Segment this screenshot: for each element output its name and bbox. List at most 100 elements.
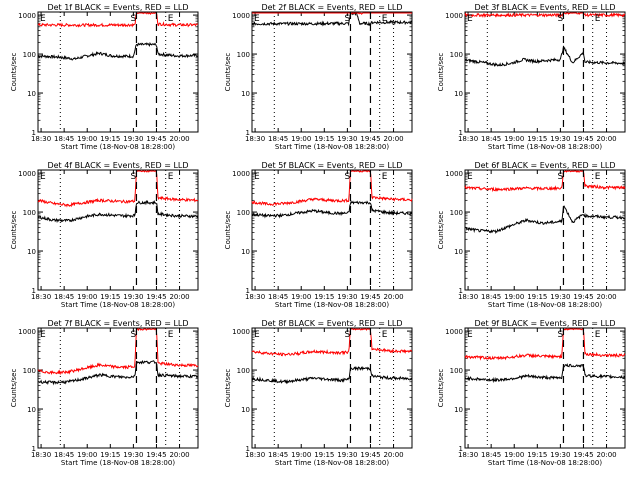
y-axis-label: Counts/sec <box>437 211 445 250</box>
x-tick-label: 20:00 <box>169 135 189 143</box>
x-tick-label: 19:15 <box>100 451 120 459</box>
x-tick-label: 19:15 <box>527 293 547 301</box>
x-tick-label: 19:00 <box>291 135 311 143</box>
x-tick-label: 19:30 <box>337 451 357 459</box>
x-tick-label: 19:15 <box>100 293 120 301</box>
x-tick-label: 19:45 <box>360 135 380 143</box>
x-tick-label: 20:00 <box>596 451 616 459</box>
series-lld-line <box>37 328 199 376</box>
x-tick-label: 18:45 <box>268 135 288 143</box>
y-tick-label: 1000 <box>445 170 463 178</box>
marker-e-label-left: E <box>40 14 46 24</box>
y-tick-label: 10 <box>454 90 463 98</box>
x-tick-label: 19:45 <box>360 293 380 301</box>
panel-det-5f: Det 5f BLACK = Events, RED = LLD 1 10 100 10… <box>224 161 413 309</box>
y-tick-label: 1000 <box>445 328 463 336</box>
y-tick-label: 10 <box>27 90 36 98</box>
x-tick-label: 18:30 <box>245 135 265 143</box>
x-axis-label: Start Time (18-Nov-08 18:28:00) <box>275 459 389 467</box>
y-tick-label: 1000 <box>232 328 250 336</box>
series-lld-line <box>251 170 413 207</box>
panel-title: Det 9f BLACK = Events, RED = LLD <box>474 319 615 328</box>
y-tick-label: 1000 <box>18 12 36 20</box>
x-tick-label: 18:45 <box>481 293 501 301</box>
plot-frame <box>251 327 413 449</box>
marker-e-label: E <box>595 172 601 182</box>
y-tick-label: 1 <box>246 445 250 453</box>
series-lld-line <box>37 12 199 28</box>
x-tick-label: 19:00 <box>504 135 524 143</box>
series-events-line <box>251 200 413 219</box>
marker-e-label: E <box>595 14 601 24</box>
x-tick-label: 19:30 <box>123 135 143 143</box>
x-tick-label: 18:45 <box>54 451 74 459</box>
y-axis-label: Counts/sec <box>224 53 232 92</box>
marker-e-label-left: E <box>254 330 260 340</box>
y-tick-label: 10 <box>241 90 250 98</box>
x-axis-label: Start Time (18-Nov-08 18:28:00) <box>488 459 602 467</box>
panel-title: Det 2f BLACK = Events, RED = LLD <box>261 3 402 12</box>
x-tick-label: 18:45 <box>54 135 74 143</box>
x-tick-label: 19:00 <box>504 293 524 301</box>
y-tick-label: 1 <box>459 129 463 137</box>
series-events-line <box>37 199 199 224</box>
x-tick-label: 18:30 <box>31 293 51 301</box>
x-tick-label: 19:30 <box>123 451 143 459</box>
panel-det-1f: Det 1f BLACK = Events, RED = LLD 1 10 100 10… <box>10 3 199 151</box>
panel-det-4f: Det 4f BLACK = Events, RED = LLD 1 10 100 10… <box>10 161 199 309</box>
x-tick-label: 19:45 <box>360 451 380 459</box>
series-events-line <box>251 11 413 27</box>
y-axis-label: Counts/sec <box>437 369 445 408</box>
x-tick-label: 19:45 <box>573 135 593 143</box>
x-tick-label: 19:45 <box>146 293 166 301</box>
series-events-line <box>251 365 413 385</box>
y-tick-label: 1000 <box>18 170 36 178</box>
panel-title: Det 6f BLACK = Events, RED = LLD <box>474 161 615 170</box>
marker-e-label-left: E <box>467 172 473 182</box>
y-axis-label: Counts/sec <box>224 369 232 408</box>
series-events-line <box>464 205 626 235</box>
y-tick-label: 1 <box>246 287 250 295</box>
x-tick-label: 20:00 <box>383 451 403 459</box>
marker-e-label-left: E <box>254 14 260 24</box>
plot-frame <box>464 327 626 449</box>
y-tick-label: 10 <box>27 248 36 256</box>
panel-det-6f: Det 6f BLACK = Events, RED = LLD 1 10 100 10… <box>437 161 626 309</box>
y-tick-label: 100 <box>450 209 463 217</box>
y-tick-label: 10 <box>454 248 463 256</box>
marker-s-label: S <box>557 172 563 182</box>
x-axis-label: Start Time (18-Nov-08 18:28:00) <box>275 143 389 151</box>
x-tick-label: 19:15 <box>314 135 334 143</box>
marker-e-label-left: E <box>254 172 260 182</box>
y-tick-label: 10 <box>454 406 463 414</box>
marker-e-label-left: E <box>467 14 473 24</box>
x-tick-label: 19:15 <box>100 135 120 143</box>
x-tick-label: 18:30 <box>458 135 478 143</box>
x-tick-label: 19:00 <box>77 451 97 459</box>
x-tick-label: 19:15 <box>314 293 334 301</box>
y-tick-label: 100 <box>23 51 36 59</box>
y-tick-label: 100 <box>450 51 463 59</box>
x-tick-label: 19:30 <box>550 135 570 143</box>
y-axis-label: Counts/sec <box>437 53 445 92</box>
x-tick-label: 18:30 <box>245 451 265 459</box>
plot-frame <box>37 11 199 133</box>
y-tick-label: 100 <box>237 209 250 217</box>
y-tick-label: 1000 <box>18 328 36 336</box>
x-tick-label: 19:00 <box>77 293 97 301</box>
x-axis-label: Start Time (18-Nov-08 18:28:00) <box>488 301 602 309</box>
series-events-line <box>37 41 199 61</box>
plot-frame <box>251 169 413 291</box>
x-tick-label: 19:30 <box>550 451 570 459</box>
y-axis-label: Counts/sec <box>10 53 18 92</box>
x-tick-label: 19:15 <box>527 451 547 459</box>
x-axis-label: Start Time (18-Nov-08 18:28:00) <box>61 301 175 309</box>
plot-frame <box>37 169 199 291</box>
y-tick-label: 100 <box>237 51 250 59</box>
x-tick-label: 19:45 <box>146 135 166 143</box>
x-axis-label: Start Time (18-Nov-08 18:28:00) <box>488 143 602 151</box>
y-tick-label: 1000 <box>445 12 463 20</box>
series-lld-line <box>252 12 412 15</box>
panel-title: Det 5f BLACK = Events, RED = LLD <box>261 161 402 170</box>
